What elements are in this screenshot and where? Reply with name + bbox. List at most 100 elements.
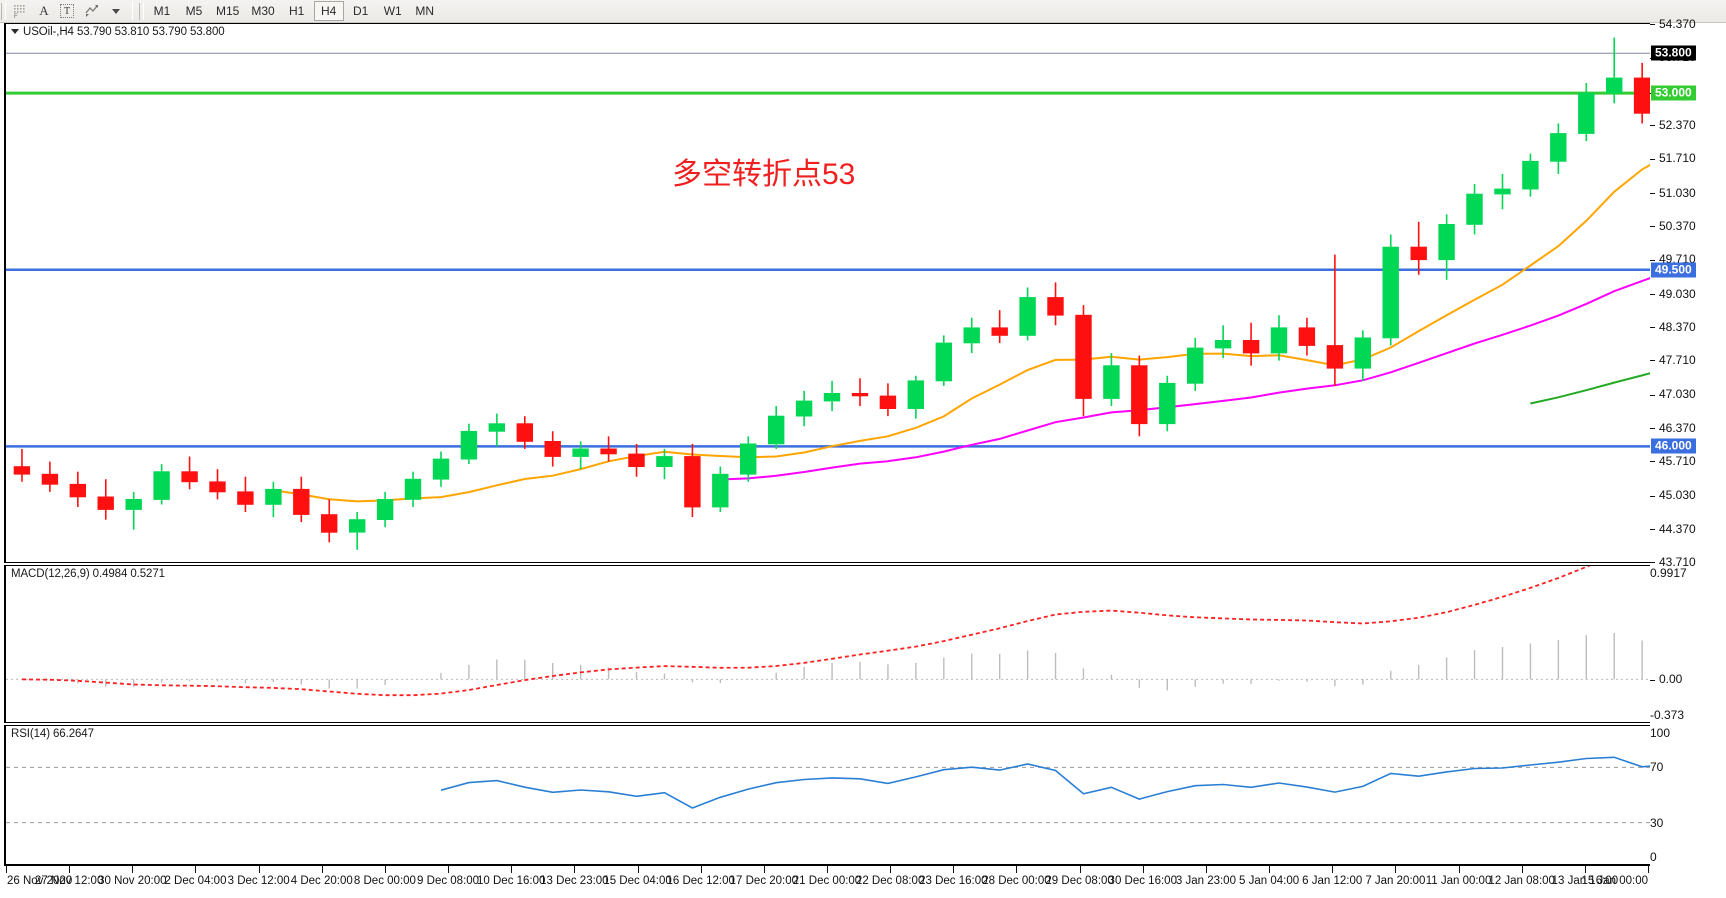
time-label: 30 Nov 20:00 <box>98 875 167 887</box>
time-label: 7 Jan 20:00 <box>1365 875 1426 887</box>
timeframe-h4[interactable]: H4 <box>313 1 344 21</box>
label-tool-icon[interactable]: T <box>55 1 79 21</box>
price-chart-svg <box>6 37 1720 550</box>
time-tick <box>700 865 702 873</box>
time-label: 13 Dec 23:00 <box>540 875 609 887</box>
objects-tool-icon[interactable] <box>79 1 105 21</box>
text-tool-icon[interactable]: A <box>33 1 55 21</box>
letter-a-glyph: A <box>39 3 49 18</box>
price-tick-45-710: 45.710 <box>1650 454 1696 468</box>
price-tick-49-030: 49.030 <box>1650 287 1696 301</box>
rsi-tick-70: 70 <box>1650 760 1664 775</box>
symbol-label[interactable]: USOil-,H4 53.790 53.810 53.790 53.800 <box>11 26 225 38</box>
symbol-label-text: USOil-,H4 53.790 53.810 53.790 53.800 <box>23 26 225 38</box>
price-tick-52-370: 52.370 <box>1650 118 1696 132</box>
time-tick <box>637 865 639 873</box>
chevron-down-glyph <box>112 8 120 14</box>
time-label: 22 Dec 08:00 <box>855 875 925 887</box>
price-tick-51-710: 51.710 <box>1650 151 1696 165</box>
grid-crosshair-icon[interactable]: F <box>8 1 33 21</box>
chart-area[interactable]: USOil-,H4 53.790 53.810 53.790 53.800 MA… <box>0 23 1726 898</box>
time-label: 23 Dec 16:00 <box>919 875 988 887</box>
macd-tick-0373: -0.373 <box>1650 708 1685 722</box>
timeframe-m1[interactable]: M1 <box>153 4 171 18</box>
time-tick <box>69 865 71 873</box>
time-tick <box>1584 865 1586 873</box>
blue-level-badge-lower: 46.000 <box>1651 438 1696 454</box>
time-label: 21 Dec 00:00 <box>792 875 862 887</box>
macd-tick-000: 0.00 <box>1650 672 1682 686</box>
time-label: 5 Jan 04:00 <box>1239 875 1300 887</box>
time-label: 28 Dec 00:00 <box>982 875 1051 887</box>
time-tick <box>258 865 260 873</box>
time-tick <box>1079 865 1081 873</box>
price-tick-45-030: 45.030 <box>1650 488 1696 502</box>
time-label: 3 Dec 12:00 <box>227 875 290 887</box>
time-tick <box>321 865 323 873</box>
price-scale[interactable]: 54.37053.71053.00052.37051.71051.03050.3… <box>1650 17 1726 898</box>
rsi-label: RSI(14) 66.2647 <box>11 728 94 740</box>
price-tick-46-370: 46.370 <box>1650 421 1696 435</box>
timeframe-w1[interactable]: W1 <box>383 4 402 18</box>
time-tick <box>574 865 576 873</box>
timeframe-m15[interactable]: M15 <box>216 4 240 18</box>
time-scale[interactable]: 26 Nov 2020 27 Nov 12:00 30 Nov 20:00 2 Dec… <box>0 865 1726 898</box>
time-tick <box>1332 865 1334 873</box>
timeframe-d1[interactable]: D1 <box>353 4 369 18</box>
time-tick <box>511 865 513 873</box>
time-tick <box>1142 865 1144 873</box>
time-label: 9 Dec 08:00 <box>417 875 480 887</box>
time-tick <box>384 865 386 873</box>
price-tick-44-370: 44.370 <box>1650 522 1696 536</box>
price-tick-51-030: 51.030 <box>1650 186 1696 200</box>
time-label: 2 Dec 04:00 <box>164 875 227 887</box>
rsi-chart-svg <box>6 756 1720 824</box>
time-tick <box>1648 865 1649 873</box>
time-tick <box>1205 865 1207 873</box>
macd-pane[interactable]: MACD(12,26,9) 0.4984 0.5271 <box>4 565 1722 723</box>
time-label: 15 Dec 04:00 <box>603 875 672 887</box>
timeframe-mn[interactable]: MN <box>415 4 435 18</box>
macd-label: MACD(12,26,9) 0.4984 0.5271 <box>11 568 165 580</box>
time-label: 11 Jan 00:00 <box>1425 875 1492 887</box>
symbol-caret-icon[interactable] <box>11 29 19 34</box>
rsi-pane[interactable]: RSI(14) 66.2647 <box>4 725 1722 865</box>
time-label: 30 Dec 16:00 <box>1108 875 1177 887</box>
macd-tick-09917: 0.9917 <box>1650 566 1687 580</box>
time-tick <box>1521 865 1523 873</box>
time-tick <box>953 865 955 873</box>
objects-dropdown-icon[interactable] <box>105 1 127 21</box>
price-tick-50-370: 50.370 <box>1650 219 1696 233</box>
time-tick <box>1395 865 1397 873</box>
time-tick <box>195 865 197 873</box>
toolbar-separator <box>132 2 133 20</box>
rsi-tick-30: 30 <box>1650 815 1664 830</box>
time-tick <box>132 865 134 873</box>
time-tick <box>1458 865 1460 873</box>
svg-text:F: F <box>14 14 18 19</box>
time-tick <box>6 865 7 873</box>
price-tick-48-370: 48.370 <box>1650 320 1696 334</box>
time-tick <box>1016 865 1018 873</box>
time-label: 16 Dec 12:00 <box>666 875 735 887</box>
time-label: 3 Jan 23:00 <box>1175 875 1236 887</box>
time-label: 6 Jan 12:00 <box>1302 875 1363 887</box>
blue-level-badge-upper: 49.500 <box>1651 262 1696 278</box>
timeframe-grip[interactable] <box>139 2 144 20</box>
time-label: 12 Jan 08:00 <box>1488 875 1555 887</box>
time-label: 26 Nov 2020 <box>7 875 73 887</box>
timeframe-m30[interactable]: M30 <box>251 4 275 18</box>
time-label: 4 Dec 20:00 <box>290 875 353 887</box>
time-label: 8 Dec 00:00 <box>353 875 416 887</box>
letter-t-glyph: T <box>60 4 74 18</box>
price-tick-47-710: 47.710 <box>1650 353 1696 367</box>
time-label: 29 Dec 08:00 <box>1045 875 1114 887</box>
toolbar-grip[interactable] <box>1 2 6 20</box>
current-price-badge: 53.800 <box>1651 45 1696 61</box>
green-level-badge: 53.000 <box>1651 85 1696 101</box>
timeframe-m5[interactable]: M5 <box>185 4 203 18</box>
timeframe-h1[interactable]: H1 <box>289 4 305 18</box>
chart-annotation-text: 多空转折点53 <box>672 158 856 191</box>
price-tick-47-030: 47.030 <box>1650 387 1696 401</box>
price-pane[interactable]: USOil-,H4 53.790 53.810 53.790 53.800 <box>4 23 1722 563</box>
